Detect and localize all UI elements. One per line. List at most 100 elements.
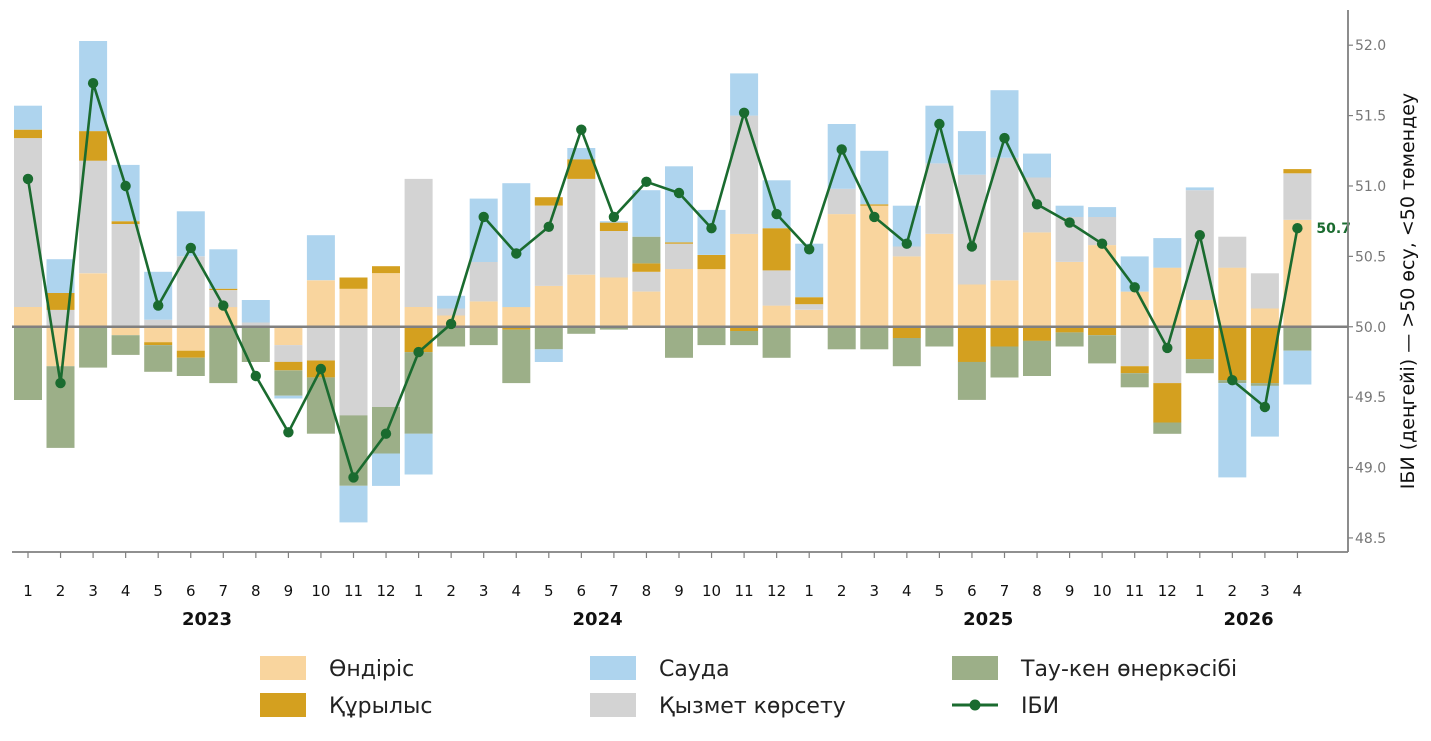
bar-segment — [274, 370, 303, 396]
bar-segment — [274, 345, 303, 362]
bar-segment — [404, 178, 433, 307]
pmi-line-layer: 50.7 — [22, 78, 1351, 483]
pmi-point — [1064, 217, 1075, 228]
year-label: 2025 — [963, 609, 1013, 630]
y-tick-label: 51.0 — [1355, 179, 1386, 195]
bar-segment — [1185, 359, 1214, 374]
bar-segment — [762, 228, 791, 271]
legend-label: ІБИ — [1021, 694, 1059, 719]
pmi-point — [836, 144, 847, 155]
pmi-point — [1227, 375, 1238, 386]
pmi-point — [87, 78, 99, 89]
bar-segment — [730, 233, 759, 327]
x-tick-label: 6 — [186, 582, 196, 600]
bar-segment — [860, 204, 889, 206]
pmi-point — [478, 211, 489, 223]
bar-segment — [665, 243, 693, 269]
pmi-point — [1129, 282, 1140, 293]
bar-segment — [339, 485, 368, 523]
bar-segment — [892, 326, 921, 339]
pmi-point — [1259, 401, 1271, 413]
bar-segment — [502, 307, 531, 327]
x-tick-label: 6 — [577, 582, 587, 600]
bar-segment — [762, 305, 791, 327]
bar-segment — [14, 138, 42, 307]
bar-segment — [469, 301, 498, 327]
bar-segment — [1055, 262, 1084, 327]
bar-segment — [730, 326, 759, 331]
x-tick-label: 3 — [88, 582, 98, 600]
bar-segment — [1283, 219, 1312, 327]
x-tick-label: 1 — [804, 582, 814, 600]
y-tick-label: 48.5 — [1355, 531, 1386, 547]
bar-segment — [957, 361, 986, 400]
bar-segment — [1185, 300, 1214, 327]
bar-segment — [339, 326, 368, 416]
bar-segment — [990, 157, 1019, 281]
legend-swatch — [590, 656, 636, 680]
bar-segment — [990, 90, 1019, 158]
pmi-point — [706, 223, 717, 234]
bar-segment — [762, 326, 791, 358]
bar-segment — [111, 221, 140, 224]
bar-segment — [111, 335, 140, 355]
x-tick-label: 6 — [967, 582, 977, 600]
bar-segment — [925, 163, 954, 234]
pmi-point — [445, 318, 457, 330]
x-tick-label: 2 — [446, 582, 456, 600]
bar-segment — [534, 205, 563, 286]
bar-segment — [1120, 373, 1149, 388]
year-label: 2024 — [573, 609, 623, 630]
bar-segment — [437, 295, 466, 309]
x-tick-label: 11 — [735, 582, 754, 600]
bar-segment — [697, 255, 726, 270]
bar-segment — [1120, 291, 1149, 327]
pmi-point — [804, 244, 815, 255]
bar-segment — [567, 159, 596, 179]
bar-segment — [1153, 238, 1182, 268]
bar-segment — [1023, 340, 1051, 376]
bar-segment — [1055, 205, 1084, 217]
pmi-point — [55, 377, 66, 389]
bar-segment — [274, 395, 303, 399]
bar-segment — [925, 105, 954, 164]
bar-segment — [957, 131, 986, 175]
bar-segment — [176, 256, 205, 327]
bar-segment — [372, 326, 400, 407]
pmi-point — [869, 211, 880, 223]
x-tick-label: 1 — [1195, 582, 1205, 600]
x-tick-label: 12 — [1158, 582, 1177, 600]
stacked-bars — [14, 41, 1312, 523]
bar-segment — [144, 342, 173, 345]
bar-segment — [1055, 332, 1084, 347]
bar-segment — [665, 326, 693, 358]
bar-segment — [79, 131, 108, 161]
bar-segment — [599, 326, 628, 330]
bar-segment — [957, 174, 986, 285]
y-tick-label: 50.0 — [1355, 320, 1386, 336]
x-tick-label: 12 — [767, 582, 786, 600]
legend-swatch — [260, 656, 306, 680]
pmi-point — [999, 132, 1010, 144]
bar-segment — [892, 256, 921, 327]
bar-segment — [339, 277, 368, 289]
pmi-point — [511, 248, 522, 259]
bar-segment — [730, 115, 759, 234]
legend-swatch — [590, 693, 636, 717]
x-tick-label: 10 — [702, 582, 721, 600]
bar-segment — [599, 231, 628, 278]
bar-segment — [795, 304, 824, 310]
axes — [12, 10, 1353, 558]
pmi-point — [120, 180, 131, 192]
bar-segment — [697, 326, 726, 346]
bar-segment — [1153, 383, 1182, 423]
bar-segment — [632, 291, 661, 327]
x-tick-label: 9 — [1065, 582, 1075, 600]
bar-segment — [404, 433, 433, 475]
x-tick-label: 1 — [23, 582, 33, 600]
bar-segment — [502, 326, 531, 330]
pmi-point — [673, 187, 685, 199]
bar-segment — [957, 284, 986, 327]
bar-segment — [1283, 173, 1312, 220]
pmi-end-label: 50.7 — [1316, 221, 1351, 237]
